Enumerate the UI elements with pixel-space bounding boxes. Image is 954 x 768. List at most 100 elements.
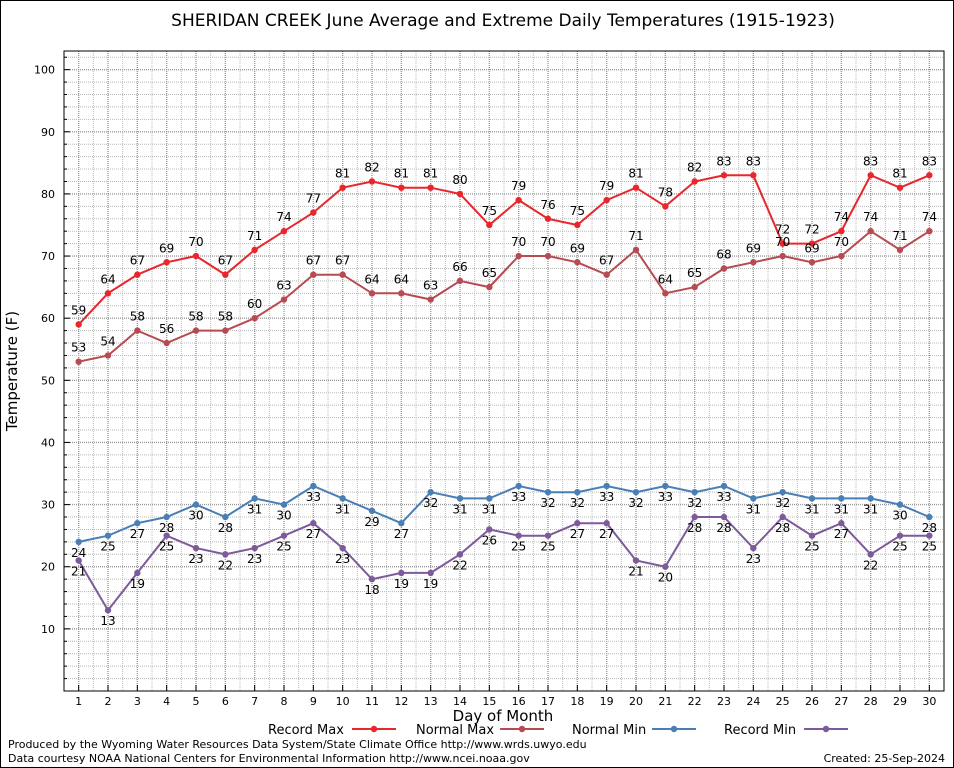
normal-max-legend-label: Normal Max bbox=[416, 723, 494, 738]
normal-min-data-label: 24 bbox=[71, 546, 86, 560]
x-tick-label: 27 bbox=[834, 695, 848, 708]
normal-min-point bbox=[808, 495, 816, 502]
normal-min-data-label: 28 bbox=[218, 521, 233, 535]
normal-min-point bbox=[691, 488, 698, 496]
record-min-point bbox=[398, 569, 405, 577]
normal-min-data-label: 31 bbox=[482, 502, 497, 516]
normal-min-data-label: 32 bbox=[540, 496, 555, 510]
normal-min-data-label: 31 bbox=[834, 502, 849, 516]
record-max-line bbox=[77, 174, 930, 326]
normal-min-point bbox=[310, 482, 317, 490]
normal-min-point bbox=[779, 488, 786, 496]
record-max-data-label: 79 bbox=[599, 179, 614, 193]
record-max-data-label: 74 bbox=[834, 210, 849, 224]
record-max-point bbox=[310, 209, 317, 216]
normal-max-point bbox=[310, 271, 317, 278]
normal-min-point bbox=[456, 495, 464, 502]
normal-max-point bbox=[838, 252, 845, 260]
normal-max-point bbox=[544, 252, 552, 260]
x-tick-label: 1 bbox=[75, 695, 82, 708]
record-max-point bbox=[632, 184, 640, 191]
record-min-data-label: 23 bbox=[188, 552, 203, 566]
chart-title: SHERIDAN CREEK June Average and Extreme … bbox=[171, 11, 835, 31]
normal-min-point bbox=[720, 482, 728, 490]
x-tick-label: 5 bbox=[193, 695, 200, 708]
normal-min-point bbox=[104, 532, 112, 539]
record-max-data-label: 75 bbox=[570, 204, 585, 218]
record-min-data-label: 25 bbox=[892, 540, 907, 554]
normal-max-point bbox=[368, 290, 376, 297]
x-tick-label: 12 bbox=[394, 695, 408, 708]
record-max-point bbox=[544, 215, 552, 222]
x-tick-label: 11 bbox=[365, 695, 379, 708]
x-tick-label: 26 bbox=[805, 695, 819, 708]
record-min-data-label: 27 bbox=[306, 527, 321, 541]
normal-max-data-label: 67 bbox=[335, 254, 350, 268]
normal-max-data-label: 67 bbox=[599, 254, 614, 268]
record-max-legend-label: Record Max bbox=[268, 723, 344, 738]
normal-min-point bbox=[574, 488, 581, 496]
normal-min-data-label: 28 bbox=[159, 521, 174, 535]
normal-min-legend-marker bbox=[670, 725, 678, 733]
record-max-data-label: 64 bbox=[100, 272, 115, 286]
normal-min-data-label: 30 bbox=[276, 509, 291, 523]
record-max-point bbox=[838, 227, 845, 235]
record-max-data-label: 83 bbox=[922, 154, 937, 168]
record-min-data-label: 28 bbox=[716, 521, 731, 535]
record-max-point bbox=[398, 184, 405, 191]
record-max-point bbox=[779, 240, 786, 247]
normal-max-line bbox=[78, 229, 930, 363]
normal-min-point bbox=[75, 538, 82, 546]
normal-min-data-label: 31 bbox=[804, 502, 819, 516]
record-max-point bbox=[222, 271, 229, 278]
record-max-point bbox=[486, 221, 493, 229]
normal-min-point bbox=[896, 501, 904, 508]
normal-max-point bbox=[427, 296, 434, 303]
record-max-point bbox=[896, 184, 904, 191]
series bbox=[75, 172, 933, 614]
record-min-data-label: 25 bbox=[159, 540, 174, 554]
x-tick-label: 30 bbox=[922, 695, 936, 708]
record-max-point bbox=[339, 184, 346, 191]
normal-max-point bbox=[750, 259, 757, 266]
normal-min-data-label: 30 bbox=[188, 509, 203, 523]
normal-min-point bbox=[632, 488, 640, 496]
x-tick-label: 16 bbox=[512, 695, 526, 708]
normal-min-point bbox=[662, 482, 669, 490]
record-min-data-label: 19 bbox=[423, 577, 438, 591]
normal-min-point bbox=[750, 495, 757, 502]
y-tick-label: 60 bbox=[41, 312, 55, 325]
normal-min-data-label: 33 bbox=[658, 490, 673, 504]
legend: Record Max Normal Max Normal Min Record Min bbox=[268, 723, 848, 738]
normal-max-point bbox=[867, 227, 874, 235]
y-tick-label: 40 bbox=[41, 436, 55, 449]
record-max-data-label: 75 bbox=[482, 204, 497, 218]
normal-min-data-label: 32 bbox=[687, 496, 702, 510]
normal-max-point bbox=[222, 327, 229, 334]
y-tick-label: 80 bbox=[41, 188, 55, 201]
x-tick-label: 17 bbox=[541, 695, 555, 708]
record-min-point bbox=[134, 569, 141, 577]
record-max-data-label: 71 bbox=[247, 229, 262, 243]
record-min-point bbox=[603, 520, 610, 527]
record-min-data-label: 23 bbox=[335, 552, 350, 566]
record-min-data-label: 27 bbox=[834, 527, 849, 541]
normal-max-point bbox=[104, 352, 112, 359]
record-max-point bbox=[456, 190, 464, 198]
record-min-data-label: 23 bbox=[247, 552, 262, 566]
record-min-point bbox=[486, 526, 493, 533]
normal-max-point bbox=[662, 290, 669, 297]
normal-min-point bbox=[280, 501, 288, 508]
record-max-point bbox=[720, 172, 728, 179]
record-min-point bbox=[368, 575, 376, 583]
record-min-data-label: 22 bbox=[218, 558, 233, 572]
x-tick-label: 22 bbox=[688, 695, 702, 708]
record-min-point bbox=[163, 532, 170, 539]
record-max-data-label: 77 bbox=[306, 192, 321, 206]
normal-min-point bbox=[486, 495, 493, 502]
normal-max-data-label: 64 bbox=[364, 272, 379, 286]
normal-max-data-label: 68 bbox=[716, 247, 731, 261]
x-tick-label: 3 bbox=[134, 695, 141, 708]
